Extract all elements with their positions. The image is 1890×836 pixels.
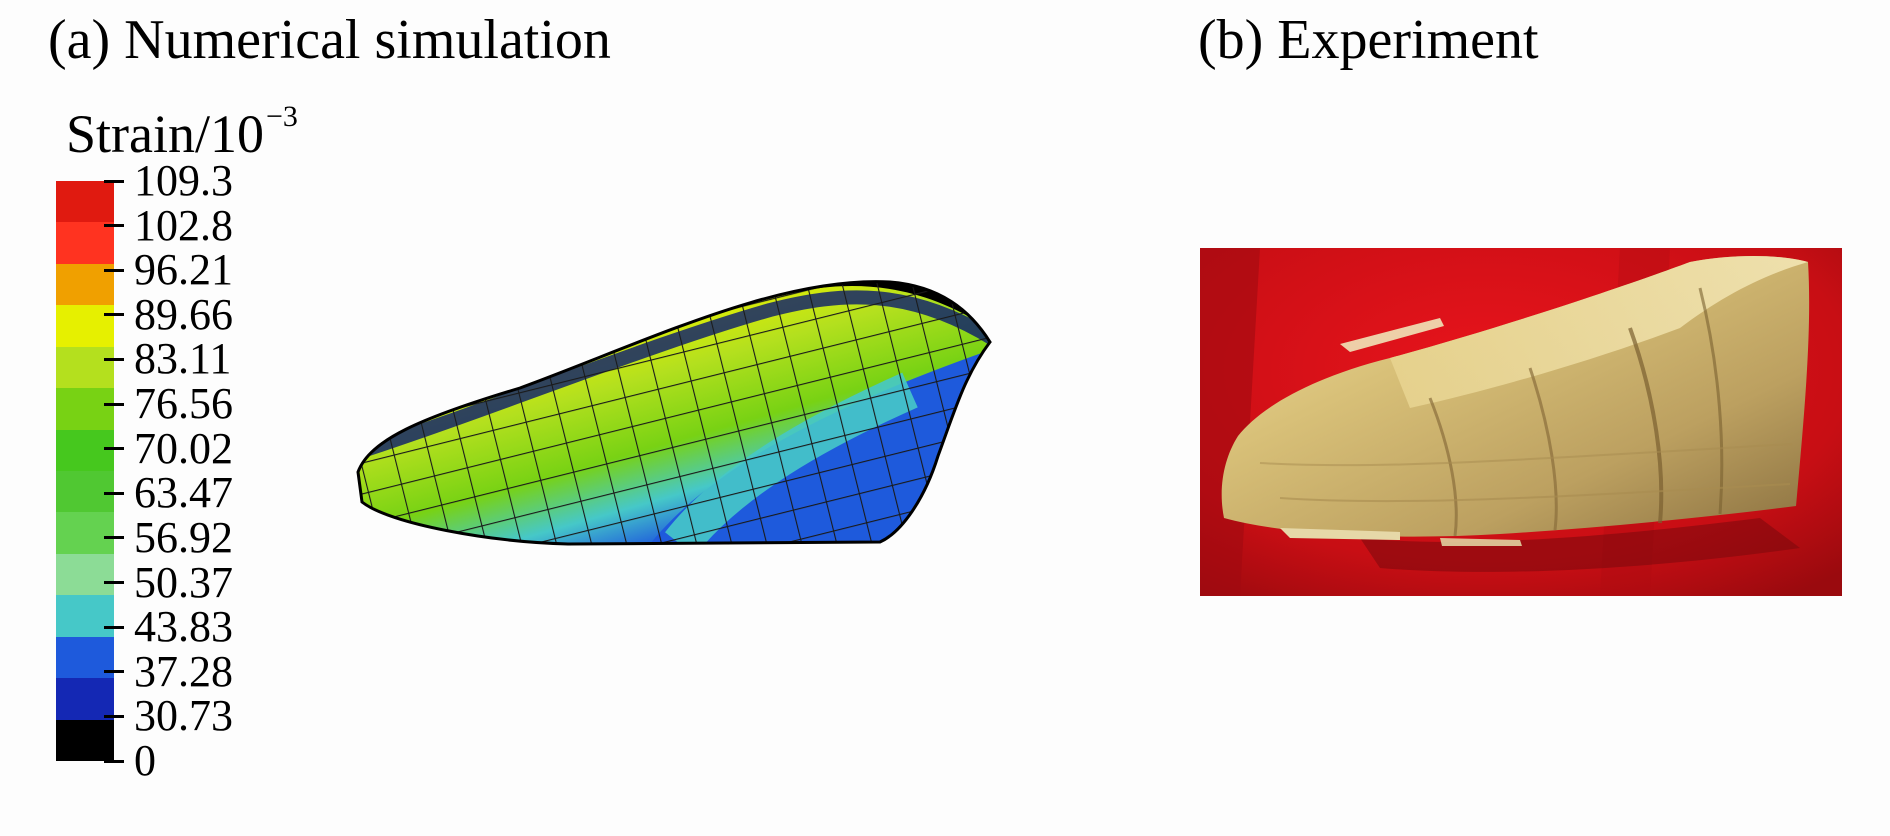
colorbar-tick-label: 102.8 bbox=[134, 200, 233, 250]
colorbar-swatch bbox=[56, 429, 114, 472]
simulation-deformed-body bbox=[356, 280, 992, 546]
panel-b-title: (b) Experiment bbox=[1198, 9, 1539, 71]
legend-title: Strain/10−3 bbox=[66, 100, 298, 164]
colorbar-swatch bbox=[56, 553, 114, 596]
colorbar-swatch bbox=[56, 222, 114, 265]
colorbar-tick bbox=[104, 491, 124, 495]
colorbar-tick bbox=[104, 714, 124, 718]
colorbar-tick-label: 0 bbox=[134, 736, 156, 785]
colorbar-tick-label: 56.92 bbox=[134, 512, 233, 562]
colorbar-swatch bbox=[56, 678, 114, 721]
colorbar-tick-label: 63.47 bbox=[134, 468, 233, 518]
colorbar-tick bbox=[104, 581, 124, 585]
colorbar-tick bbox=[104, 357, 124, 361]
colorbar-swatch bbox=[56, 305, 114, 348]
colorbar-tick-label: 76.56 bbox=[134, 379, 233, 429]
colorbar-tick bbox=[104, 224, 124, 228]
colorbar-tick-label: 96.21 bbox=[134, 245, 233, 295]
colorbar-swatch bbox=[56, 388, 114, 431]
colorbar-tick-label: 83.11 bbox=[134, 334, 232, 384]
experiment-photo bbox=[1200, 248, 1842, 596]
colorbar-tick bbox=[104, 670, 124, 674]
colorbar-tick-label: 50.37 bbox=[134, 557, 233, 607]
legend-title-exponent: −3 bbox=[266, 100, 298, 133]
panel-a-title: (a) Numerical simulation bbox=[48, 9, 611, 71]
colorbar-swatch bbox=[56, 512, 114, 555]
colorbar-tick-label: 109.3 bbox=[134, 156, 233, 205]
colorbar-tick bbox=[104, 447, 124, 451]
colorbar-swatch bbox=[56, 181, 114, 223]
colorbar-swatch bbox=[56, 346, 114, 389]
colorbar-tick bbox=[104, 402, 124, 406]
colorbar-tick bbox=[104, 179, 124, 183]
colorbar-tick-label: 43.83 bbox=[134, 602, 233, 652]
colorbar-tick bbox=[104, 268, 124, 272]
colorbar-tick-label: 30.73 bbox=[134, 691, 233, 741]
colorbar-swatch bbox=[56, 719, 114, 762]
colorbar-tick bbox=[104, 759, 124, 763]
colorbar-tick-label: 70.02 bbox=[134, 423, 233, 473]
colorbar-tick bbox=[104, 313, 124, 317]
legend-title-text: Strain/10 bbox=[66, 104, 264, 164]
colorbar-tick-label: 89.66 bbox=[134, 289, 233, 339]
colorbar-swatch bbox=[56, 595, 114, 638]
colorbar-tick-label: 37.28 bbox=[134, 646, 233, 696]
colorbar-tick bbox=[104, 536, 124, 540]
colorbar bbox=[56, 181, 114, 762]
colorbar-tick bbox=[104, 625, 124, 629]
